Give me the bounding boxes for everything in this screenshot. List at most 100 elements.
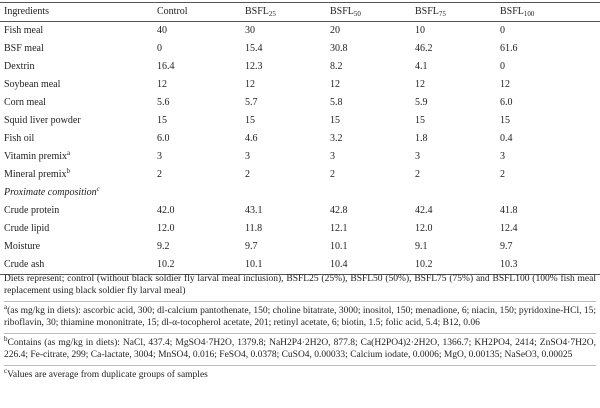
row-label: Fish meal: [4, 25, 44, 36]
cell: 11.8: [245, 223, 263, 234]
footnote-marker: a: [4, 303, 8, 311]
cell: 10.1: [330, 241, 348, 252]
row-label: Corn meal: [4, 97, 46, 108]
cell: 12: [157, 79, 167, 90]
row-label: Squid liver powder: [4, 115, 81, 126]
cell: 10.2: [157, 259, 175, 270]
cell: 9.1: [415, 241, 428, 252]
cell: 42.4: [415, 205, 433, 216]
cell: 0: [500, 25, 505, 36]
header-row: Ingredients Control BSFL25 BSFL50 BSFL75 BSFL…: [0, 2, 600, 22]
cell: 30.8: [330, 43, 348, 54]
footnote-text: Values are average from duplicate groups…: [7, 370, 208, 380]
cell: 42.8: [330, 205, 348, 216]
table-row: Proximate compositionc: [0, 184, 600, 202]
cell: 3: [245, 151, 250, 162]
footnote-marker: a: [67, 149, 71, 157]
row-label: Vitamin premixa: [0, 148, 157, 166]
cell: 9.7: [500, 241, 513, 252]
cell: 3: [415, 151, 420, 162]
table-row: BSF meal 0 15.4 30.8 46.2 61.6: [0, 40, 600, 58]
cell: 0.4: [500, 133, 513, 144]
footnote-text: (as mg/kg in diets): ascorbic acid, 300;…: [4, 306, 596, 328]
cell: 5.6: [157, 97, 170, 108]
cell: 15: [415, 115, 425, 126]
cell: 0: [500, 61, 505, 72]
cell: 2: [415, 169, 420, 180]
column-header: BSFL50: [330, 3, 415, 22]
table-row: Crude lipid 12.0 11.8 12.1 12.0 12.4: [0, 220, 600, 238]
footnote-text: Contains (as mg/kg in diets): NaCl, 437.…: [4, 338, 596, 360]
table-row: Crude ash 10.2 10.1 10.4 10.2 10.3: [0, 256, 600, 275]
label-text: Vitamin premix: [4, 151, 67, 162]
header-text: BSFL: [330, 6, 354, 17]
row-label: Fish oil: [4, 133, 35, 144]
column-header: Control: [157, 6, 188, 17]
column-header: BSFL75: [415, 3, 500, 22]
cell: 4.1: [415, 61, 428, 72]
cell: 8.2: [330, 61, 343, 72]
cell: 12: [245, 79, 255, 90]
row-label: Crude protein: [4, 205, 60, 216]
table-row: Moisture 9.2 9.7 10.1 9.1 9.7: [0, 238, 600, 256]
cell: 3: [330, 151, 335, 162]
header-subscript: 100: [523, 10, 535, 18]
footnote-text: Diets represent; control (without black …: [4, 274, 596, 296]
cell: 15: [245, 115, 255, 126]
table-row: Fish meal 40 30 20 10 0: [0, 22, 600, 41]
cell: 3: [500, 151, 505, 162]
cell: 12: [330, 79, 340, 90]
cell: 40: [157, 25, 167, 36]
cell: 2: [157, 169, 162, 180]
label-text: Proximate composition: [4, 187, 97, 198]
cell: 9.2: [157, 241, 170, 252]
cell: 41.8: [500, 205, 518, 216]
cell: 43.1: [245, 205, 263, 216]
footnote-marker: b: [66, 167, 70, 175]
cell: 12.3: [245, 61, 263, 72]
table-row: Squid liver powder 15 15 15 15 15: [0, 112, 600, 130]
cell: 30: [245, 25, 255, 36]
cell: 6.0: [500, 97, 513, 108]
footnote-marker: c: [4, 367, 8, 375]
cell: 61.6: [500, 43, 518, 54]
cell: 12.0: [157, 223, 175, 234]
row-label: Crude ash: [4, 259, 45, 270]
header-subscript: 75: [438, 10, 446, 18]
header-subscript: 50: [353, 10, 361, 18]
cell: 10.4: [330, 259, 348, 270]
cell: 2: [500, 169, 505, 180]
cell: 15: [500, 115, 510, 126]
cell: 10.2: [415, 259, 433, 270]
row-label: Moisture: [4, 241, 41, 252]
row-label: Crude lipid: [4, 223, 50, 234]
column-header: Ingredients: [4, 6, 49, 17]
footnote: Diets represent; control (without black …: [4, 270, 596, 302]
label-text: Mineral premix: [4, 169, 67, 180]
column-header: BSFL100: [500, 3, 600, 22]
cell: 12: [415, 79, 425, 90]
cell: 20: [330, 25, 340, 36]
footnote: a(as mg/kg in diets): ascorbic acid, 300…: [4, 302, 596, 334]
section-label: Proximate compositionc: [0, 184, 600, 202]
cell: 9.7: [245, 241, 258, 252]
cell: 15.4: [245, 43, 263, 54]
cell: 10.1: [245, 259, 263, 270]
cell: 42.0: [157, 205, 175, 216]
footnote-marker: c: [96, 185, 100, 193]
cell: 10.3: [500, 259, 518, 270]
column-header: BSFL25: [245, 3, 330, 22]
cell: 5.8: [330, 97, 343, 108]
row-label: BSF meal: [4, 43, 44, 54]
cell: 3: [157, 151, 162, 162]
table-row: Vitamin premixa 3 3 3 3 3: [0, 148, 600, 166]
cell: 5.9: [415, 97, 428, 108]
header-text: BSFL: [245, 6, 269, 17]
footnotes: Diets represent; control (without black …: [4, 270, 596, 385]
footnote: bContains (as mg/kg in diets): NaCl, 437…: [4, 334, 596, 366]
cell: 1.8: [415, 133, 428, 144]
footnote-marker: b: [4, 335, 8, 343]
cell: 16.4: [157, 61, 175, 72]
cell: 3.2: [330, 133, 343, 144]
